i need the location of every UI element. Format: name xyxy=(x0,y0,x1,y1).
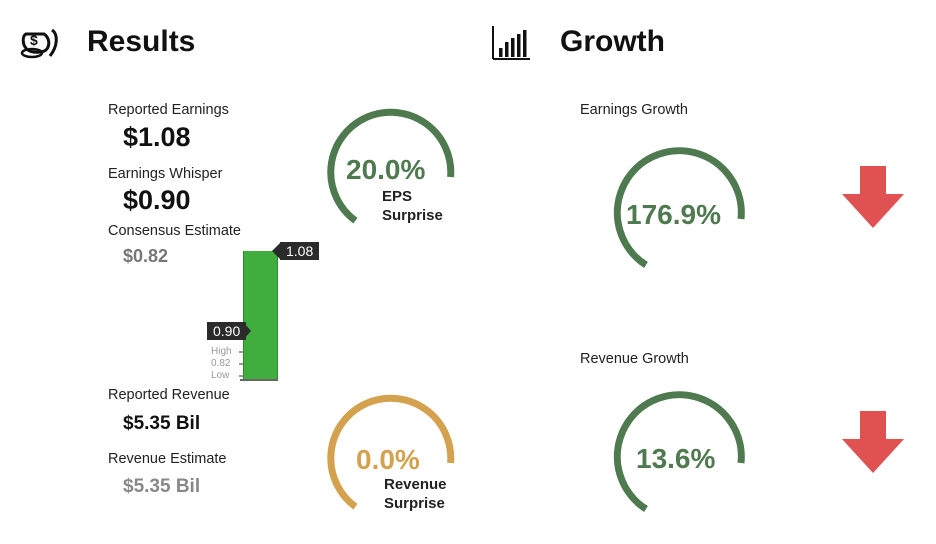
revenue-growth-gauge: 13.6% xyxy=(613,391,745,512)
revenue-growth-label: Revenue Growth xyxy=(580,351,689,367)
reported-earnings-label: Reported Earnings xyxy=(108,102,229,118)
revenue-surprise-line1: Revenue xyxy=(384,476,447,493)
actual-tag-pointer xyxy=(272,243,280,259)
consensus-estimate-label: Consensus Estimate xyxy=(108,223,241,239)
eps-surprise-line1: EPS xyxy=(382,188,412,205)
range-marker-high xyxy=(239,351,243,353)
eps-surprise-gauge: 20.0% EPS Surprise xyxy=(327,108,455,224)
eps-surprise-value: 20.0% xyxy=(346,154,425,185)
revenue-surprise-gauge: 0.0% Revenue Surprise xyxy=(327,394,455,512)
earnings-growth-down-arrow-icon xyxy=(842,166,904,228)
earnings-whisper-value: $0.90 xyxy=(123,185,191,215)
earnings-growth-gauge: 176.9% xyxy=(613,147,745,268)
revenue-estimate-label: Revenue Estimate xyxy=(108,451,227,467)
earnings-growth-arc xyxy=(613,147,745,268)
eps-surprise-line2: Surprise xyxy=(382,207,443,224)
bar-chart-icon xyxy=(492,26,530,60)
revenue-gauge-arc xyxy=(327,394,455,510)
revenue-surprise-line2: Surprise xyxy=(384,495,445,512)
actual-earnings-bar xyxy=(243,251,278,379)
growth-header: Growth xyxy=(490,22,710,64)
whisper-tag-pointer xyxy=(244,323,251,339)
money-bag-icon: $ xyxy=(20,28,58,59)
reported-revenue-label: Reported Revenue xyxy=(108,387,230,403)
earnings-growth-label: Earnings Growth xyxy=(580,102,688,118)
eps-gauge-arc xyxy=(327,108,455,224)
revenue-surprise-value: 0.0% xyxy=(356,444,420,475)
revenue-estimate-value: $5.35 Bil xyxy=(123,476,201,497)
reported-earnings-value: $1.08 xyxy=(123,122,191,152)
revenue-growth-down-arrow-icon xyxy=(842,411,904,473)
range-consensus-label: 0.82 xyxy=(211,358,231,369)
actual-earnings-tag: 1.08 xyxy=(280,242,320,260)
range-low-label: Low xyxy=(211,370,230,381)
whisper-earnings-tag: 0.90 xyxy=(207,322,247,340)
range-marker-mid xyxy=(239,363,243,365)
range-marker-low xyxy=(239,375,243,377)
consensus-estimate-value: $0.82 xyxy=(123,246,169,266)
results-title: Results xyxy=(87,25,196,58)
earnings-growth-value: 176.9% xyxy=(626,199,721,230)
growth-title: Growth xyxy=(560,25,665,58)
bar-baseline xyxy=(240,379,278,381)
earnings-bar-chart: 1.08 0.90 High 0.82 Low xyxy=(200,240,340,385)
results-header: $ Results xyxy=(20,22,260,64)
reported-revenue-value: $5.35 Bil xyxy=(123,413,201,434)
revenue-growth-arc xyxy=(613,391,745,512)
revenue-growth-value: 13.6% xyxy=(636,443,715,474)
svg-text:$: $ xyxy=(30,32,38,48)
earnings-whisper-label: Earnings Whisper xyxy=(108,166,223,182)
range-high-label: High xyxy=(211,346,232,357)
